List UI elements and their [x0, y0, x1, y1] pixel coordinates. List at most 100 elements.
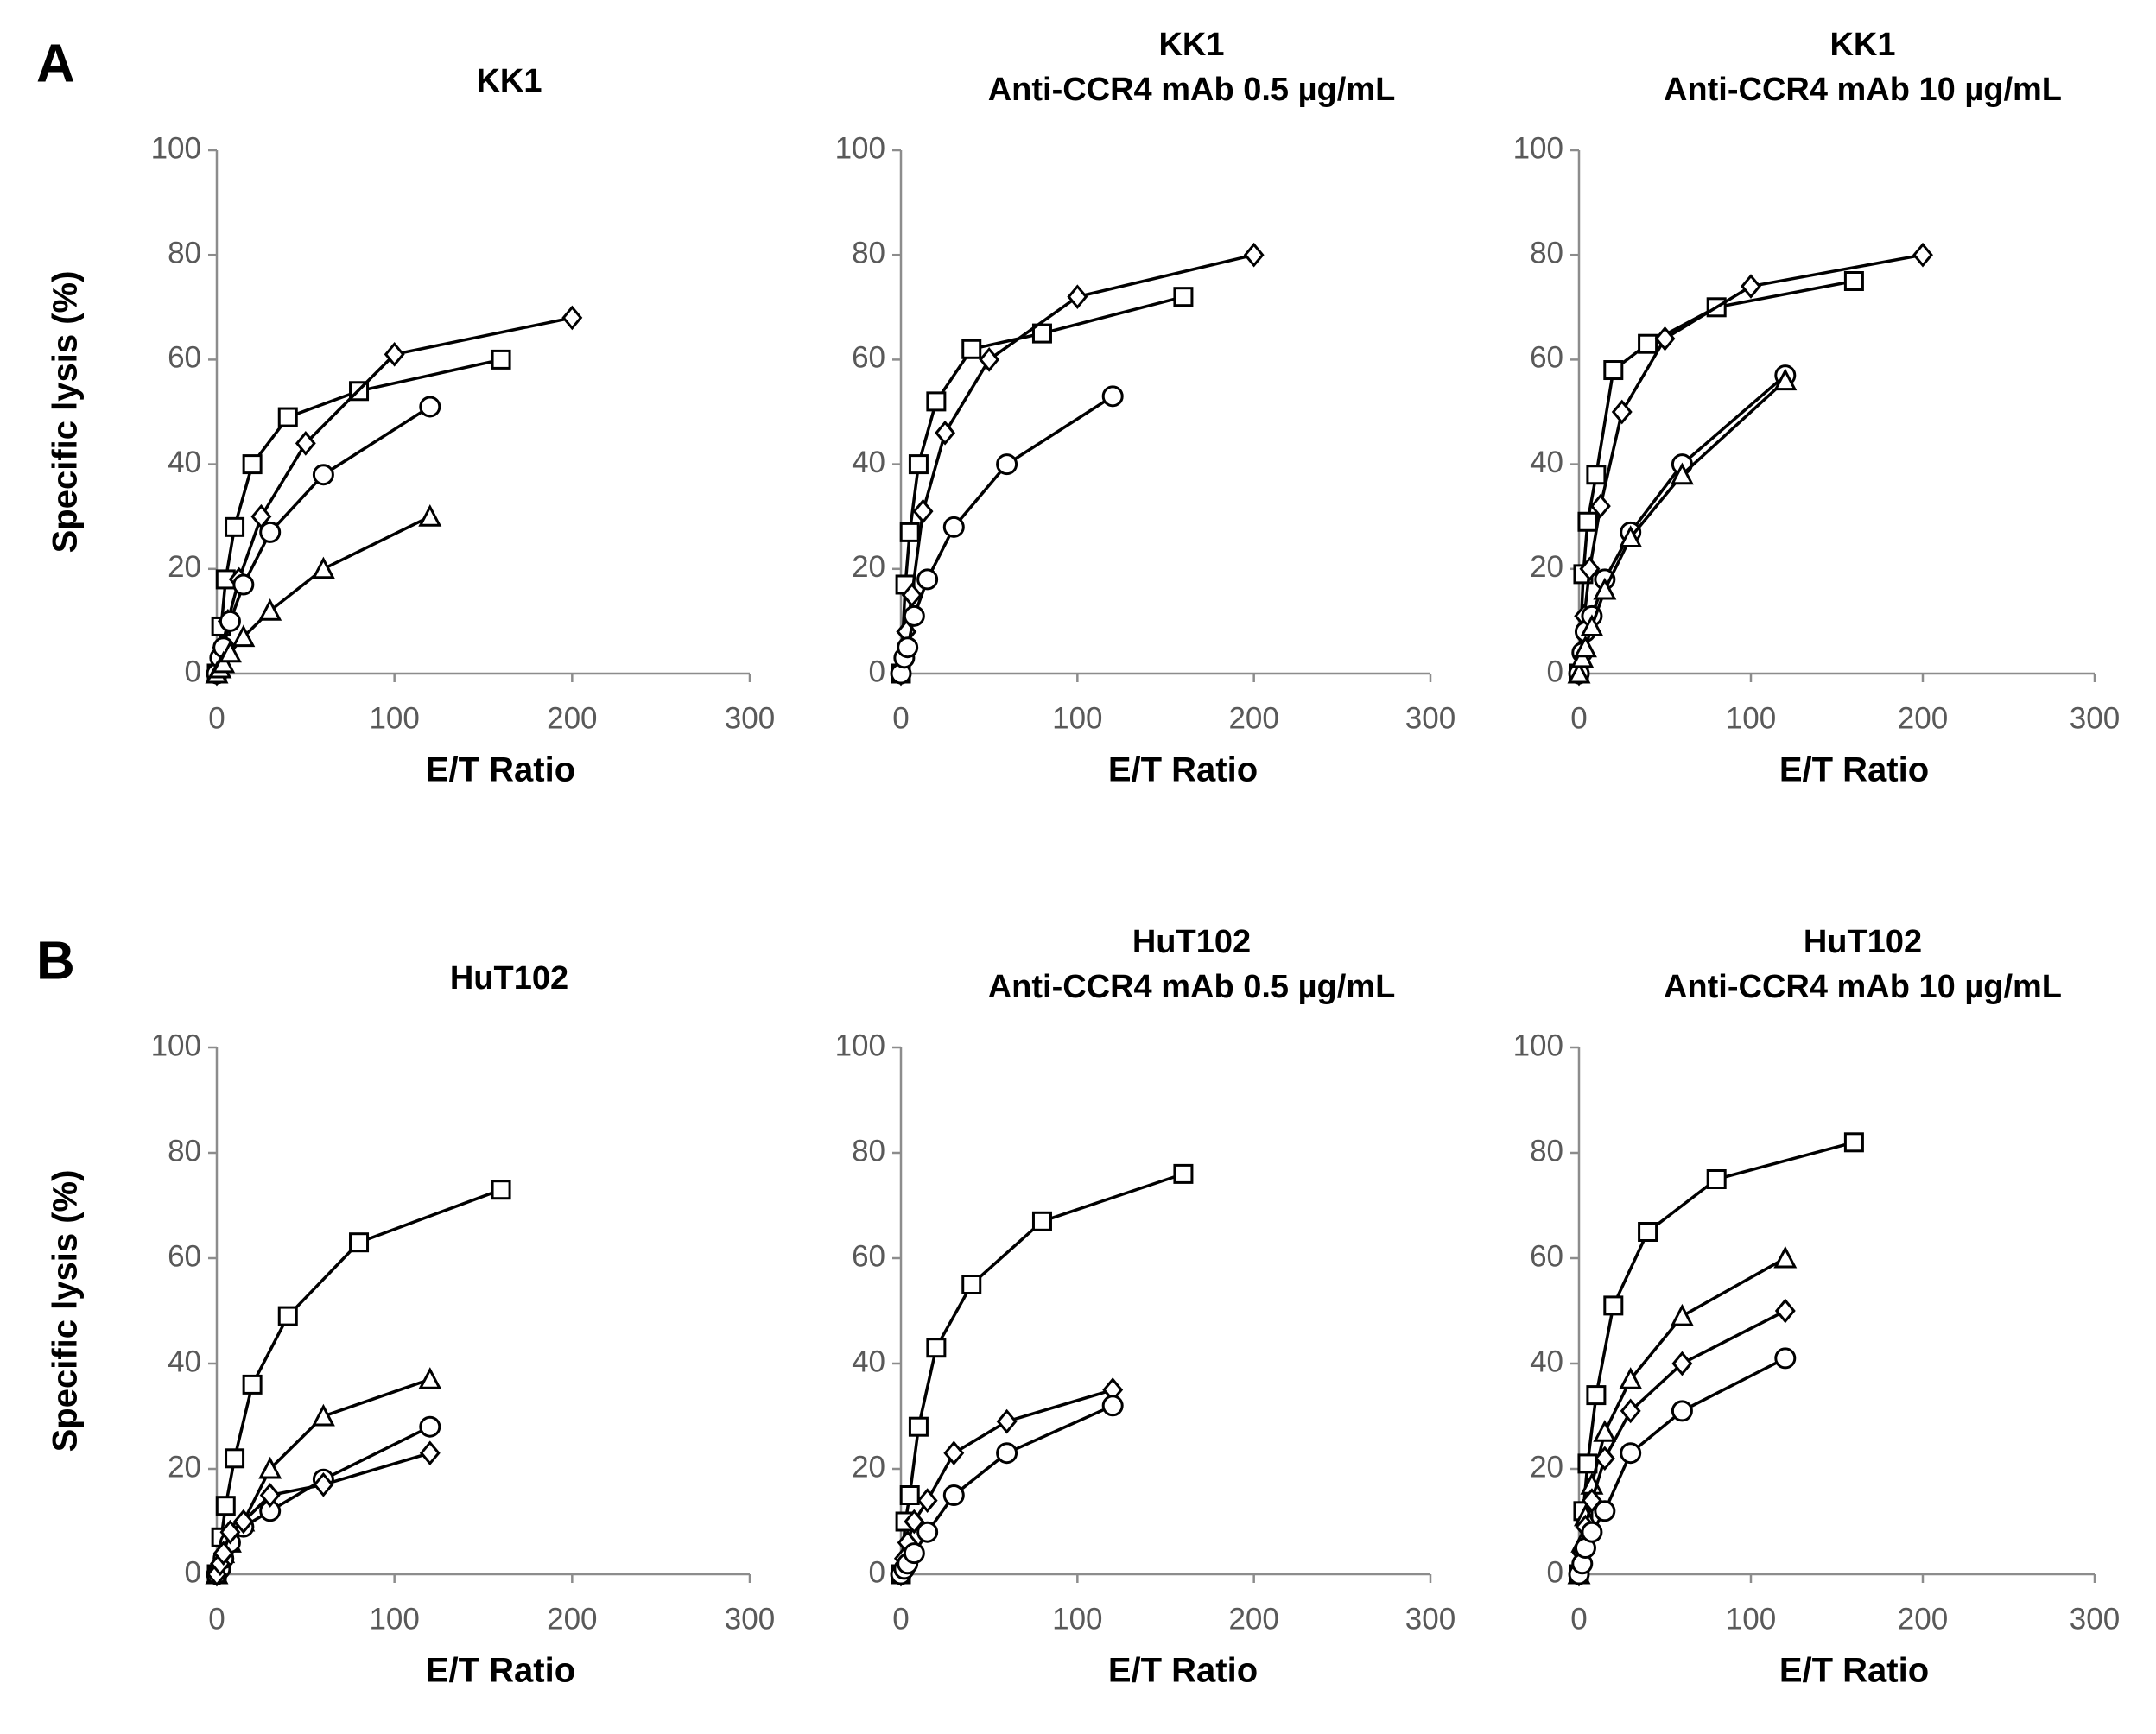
x-tick-label: 300 [2070, 701, 2120, 735]
chart-subtitle: Anti-CCR4 mAb 10 µg/mL [1664, 72, 2062, 108]
marker-square [1173, 287, 1194, 307]
series-line [1577, 1357, 1786, 1575]
marker-circle [942, 1484, 965, 1506]
marker-triangle [258, 1456, 282, 1479]
chart-title: KK1 [476, 63, 542, 99]
y-tick-label: 20 [852, 1450, 885, 1484]
y-tick-label: 0 [869, 655, 885, 688]
y-tick-label: 100 [151, 131, 201, 165]
marker-diamond [232, 1509, 254, 1535]
marker-diamond [259, 1483, 281, 1508]
y-tick-label: 40 [852, 446, 885, 479]
series-line [215, 515, 431, 674]
x-tick-label: 300 [1405, 1602, 1455, 1636]
y-axis-label: Specific lysis (%) [47, 1170, 85, 1452]
marker-triangle [418, 503, 442, 527]
series-line [899, 395, 1114, 674]
marker-circle [996, 1442, 1018, 1465]
marker-square [225, 516, 245, 537]
marker-square [1173, 1163, 1194, 1184]
marker-square [1638, 1222, 1658, 1242]
y-tick-label: 80 [852, 1134, 885, 1168]
marker-square [1577, 511, 1598, 532]
chart-title: HuT102 [1132, 924, 1251, 960]
marker-circle [942, 516, 965, 538]
chart-subtitle: Anti-CCR4 mAb 10 µg/mL [1664, 969, 2062, 1005]
marker-circle [916, 568, 939, 591]
x-tick-label: 100 [1726, 701, 1776, 735]
marker-square [1603, 1295, 1624, 1316]
x-axis-label: E/T Ratio [1108, 1652, 1258, 1690]
marker-diamond [384, 341, 405, 367]
y-tick-label: 0 [1547, 1555, 1563, 1589]
marker-circle [259, 521, 282, 543]
marker-diamond [1589, 493, 1611, 519]
marker-square [491, 1180, 511, 1200]
y-tick-label: 20 [1530, 550, 1563, 584]
x-tick-label: 0 [1570, 1602, 1587, 1636]
series-line [1577, 279, 1855, 674]
panel-label: B [36, 931, 75, 990]
marker-square [1638, 333, 1658, 354]
marker-circle [916, 1521, 939, 1543]
y-tick-label: 80 [1530, 1134, 1563, 1168]
x-tick-label: 200 [547, 1602, 597, 1636]
chart-subtitle: Anti-CCR4 mAb 0.5 µg/mL [988, 72, 1396, 108]
y-tick-label: 60 [1530, 341, 1563, 375]
x-axis-label: E/T Ratio [1779, 751, 1929, 789]
marker-triangle [311, 556, 335, 579]
marker-square [1031, 1211, 1052, 1231]
series-line [1577, 253, 1924, 674]
series-line [1577, 379, 1786, 674]
x-tick-label: 200 [547, 701, 597, 735]
y-tick-label: 40 [1530, 1345, 1563, 1378]
x-tick-label: 300 [1405, 701, 1455, 735]
marker-diamond [1741, 274, 1761, 299]
marker-square [961, 1275, 982, 1294]
marker-square [225, 1448, 245, 1469]
y-tick-label: 100 [835, 1028, 885, 1062]
series-line [1577, 1309, 1786, 1575]
chart-subtitle: Anti-CCR4 mAb 0.5 µg/mL [988, 969, 1396, 1005]
marker-triangle [1567, 661, 1591, 684]
marker-square [926, 1338, 947, 1358]
marker-circle [219, 610, 241, 632]
x-tick-label: 0 [208, 701, 225, 735]
marker-square [1843, 1132, 1864, 1153]
x-tick-label: 100 [1726, 1602, 1776, 1636]
marker-square [1586, 465, 1607, 485]
x-axis-label: E/T Ratio [426, 1652, 575, 1690]
marker-triangle [258, 598, 282, 621]
chart-title: KK1 [1829, 27, 1895, 63]
x-tick-label: 100 [1052, 701, 1102, 735]
x-tick-label: 300 [2070, 1602, 2120, 1636]
y-tick-label: 0 [869, 1555, 885, 1589]
marker-diamond [1243, 242, 1265, 268]
marker-triangle [1570, 645, 1595, 668]
x-tick-label: 0 [892, 1602, 909, 1636]
marker-diamond [1579, 556, 1601, 582]
marker-circle [1774, 1347, 1797, 1370]
x-tick-label: 0 [208, 1602, 225, 1636]
x-tick-label: 200 [1898, 701, 1948, 735]
marker-circle [897, 636, 919, 659]
y-tick-label: 20 [852, 550, 885, 584]
y-tick-label: 40 [168, 1345, 201, 1378]
marker-triangle [418, 1367, 442, 1389]
marker-circle [1101, 385, 1124, 408]
marker-square [908, 454, 929, 475]
marker-diamond [1611, 399, 1633, 425]
marker-triangle [1619, 525, 1643, 547]
marker-diamond [561, 305, 583, 331]
y-tick-label: 100 [835, 131, 885, 165]
series-line [1577, 374, 1786, 674]
series-line [899, 1172, 1184, 1575]
marker-circle [1101, 1395, 1124, 1417]
series-line [899, 253, 1255, 674]
marker-diamond [935, 420, 956, 446]
series-line [1577, 1141, 1855, 1575]
marker-square [926, 391, 947, 412]
marker-square [961, 339, 982, 359]
x-tick-label: 100 [369, 1602, 419, 1636]
marker-circle [1581, 1521, 1603, 1543]
